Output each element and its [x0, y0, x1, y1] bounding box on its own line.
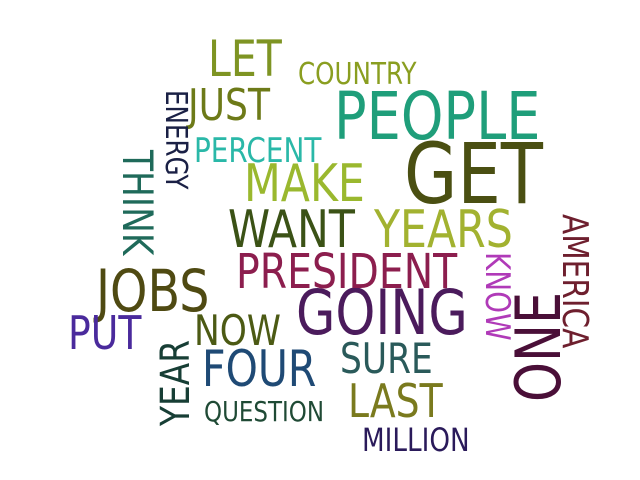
word-energy: ENERGY [158, 90, 193, 190]
word-make: MAKE [244, 154, 365, 214]
word-sure: SURE [340, 334, 433, 383]
word-let: LET [208, 30, 282, 88]
word-people: PEOPLE [334, 78, 541, 155]
word-country: COUNTRY [298, 57, 417, 92]
word-know: KNOW [477, 252, 517, 341]
word-think: THINK [113, 150, 162, 256]
word-get: GET [404, 125, 543, 223]
word-president: PRESIDENT [236, 244, 458, 300]
word-four: FOUR [202, 340, 317, 398]
word-last: LAST [348, 374, 443, 428]
word-percent: PERCENT [194, 131, 322, 171]
word-years: YEARS [374, 200, 513, 260]
word-going: GOING [296, 276, 468, 349]
word-put: PUT [68, 306, 142, 360]
word-year: YEAR [153, 340, 199, 426]
word-america: AMERICA [554, 214, 595, 349]
word-want: WANT [228, 200, 355, 260]
word-just: JUST [188, 80, 270, 131]
word-now: NOW [194, 306, 281, 355]
word-million: MILLION [362, 421, 470, 459]
word-question: QUESTION [204, 395, 325, 428]
word-jobs: JOBS [96, 257, 210, 325]
